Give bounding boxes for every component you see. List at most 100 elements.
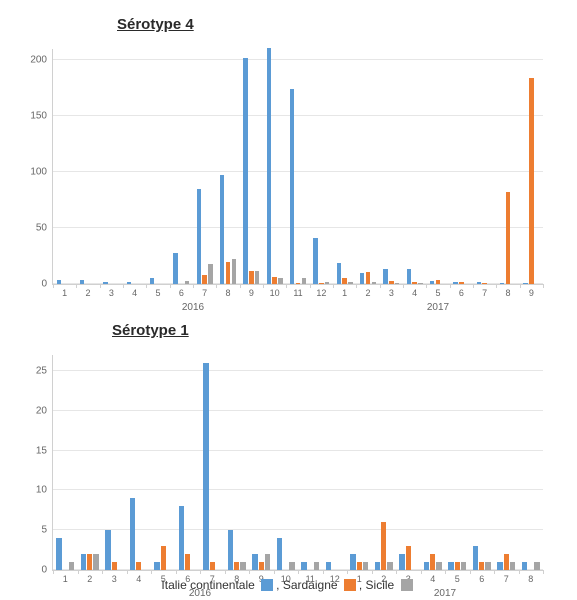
bar [69,562,74,570]
bar [482,283,487,284]
x-tick [76,284,77,288]
bar [348,282,353,284]
bar [185,281,190,284]
x-tick [176,570,177,574]
gridline [53,115,543,116]
x-tick [53,284,54,288]
x-tick [274,570,275,574]
bar [112,562,117,570]
bar [399,554,404,570]
bar [477,282,482,284]
bar [436,562,441,570]
bar [249,271,254,284]
legend-swatch [401,579,413,591]
x-tick [470,570,471,574]
x-tick-label: 6 [459,288,464,298]
bar [479,562,484,570]
bar [360,273,365,284]
x-tick [310,284,311,288]
x-tick [426,284,427,288]
legend-swatch [344,579,356,591]
bar [387,562,392,570]
bar [375,562,380,570]
bar [197,189,202,284]
x-tick-label: 7 [482,288,487,298]
bar [350,554,355,570]
bar [418,283,423,284]
x-tick [78,570,79,574]
x-group-label: 2017 [427,302,449,313]
legend-item: Italie continentale [161,578,276,592]
x-tick [445,570,446,574]
x-tick-label: 12 [316,288,326,298]
bar [278,278,283,284]
bar [57,280,62,284]
y-tick-label: 25 [36,365,53,376]
bar [366,272,371,284]
bar [103,282,108,284]
bar [342,278,347,284]
bar [383,269,388,284]
bar [255,271,260,284]
bar [497,562,502,570]
bar [185,554,190,570]
x-tick [225,570,226,574]
gridline [53,450,543,451]
x-tick-label: 9 [249,288,254,298]
bar [459,282,464,284]
y-tick-label: 100 [30,167,53,178]
x-tick [146,284,147,288]
bar [127,282,132,284]
y-tick-label: 5 [41,525,53,536]
x-tick [127,570,128,574]
y-tick-label: 20 [36,405,53,416]
bar [319,283,324,284]
x-tick-label: 9 [529,288,534,298]
x-tick-label: 3 [109,288,114,298]
x-tick-label: 10 [270,288,280,298]
gridline [53,489,543,490]
x-tick-label: 6 [179,288,184,298]
x-tick-label: 2 [365,288,370,298]
bar [337,263,342,284]
bar [203,363,208,570]
x-tick [323,570,324,574]
legend-item: Sardaigne [283,578,359,592]
bar [226,262,231,284]
bar [301,562,306,570]
bar [363,562,368,570]
x-tick [216,284,217,288]
bar [240,562,245,570]
y-tick-label: 0 [41,279,53,290]
x-tick [263,284,264,288]
bar [232,259,237,284]
bar [500,283,505,284]
bar [406,546,411,570]
x-tick [249,570,250,574]
bar [534,562,539,570]
x-tick [151,570,152,574]
bar [80,280,85,284]
x-tick [240,284,241,288]
x-tick [123,284,124,288]
x-tick-label: 1 [62,288,67,298]
bar [372,282,377,284]
gridline [53,410,543,411]
legend-swatch [261,579,273,591]
bar [522,562,527,570]
chart-title: Sérotype 4 [117,16,194,33]
chart-title: Sérotype 1 [112,322,189,339]
gridline [53,529,543,530]
plot-area: 0501001502001234567891011122016123456789… [52,49,543,285]
x-tick-label: 1 [342,288,347,298]
x-tick [494,570,495,574]
x-tick [543,570,544,574]
bar [302,278,307,284]
x-group-label: 2016 [182,302,204,313]
bar [381,522,386,570]
bar [461,562,466,570]
legend-label: Sicile [366,578,398,592]
x-tick [473,284,474,288]
bar [289,562,294,570]
y-tick-label: 15 [36,445,53,456]
